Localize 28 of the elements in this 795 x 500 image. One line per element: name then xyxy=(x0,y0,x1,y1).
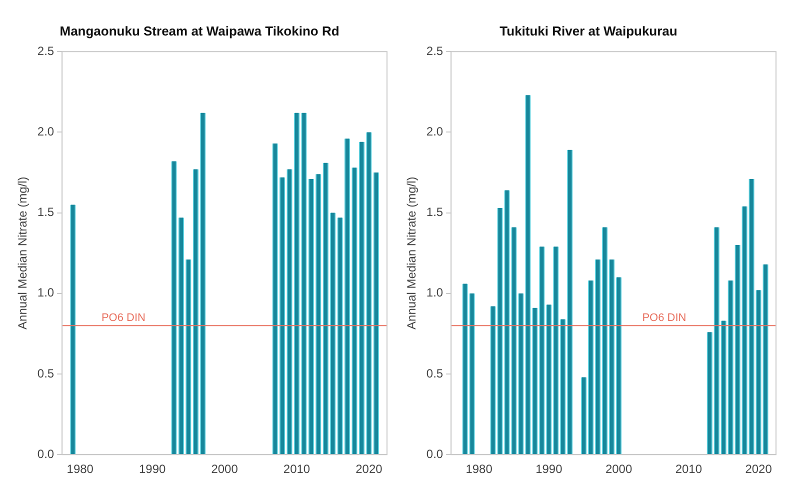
chart-title: Mangaonuku Stream at Waipawa Tikokino Rd xyxy=(60,23,340,38)
y-tick-label: 1.0 xyxy=(37,286,54,300)
y-tick-label: 1.5 xyxy=(37,205,54,220)
x-tick-label: 2010 xyxy=(675,462,702,476)
x-tick-label: 1980 xyxy=(466,462,493,476)
x-tick-label: 2000 xyxy=(605,462,632,476)
y-tick-label: 0.5 xyxy=(37,366,54,380)
x-tick-label: 2000 xyxy=(211,462,238,476)
y-tick-label: 0.0 xyxy=(426,446,444,461)
x-tick-label: 2020 xyxy=(745,462,772,476)
y-axis-title: Annual Median Nitrate (mg/l) xyxy=(404,176,419,330)
y-tick-label: 1.5 xyxy=(426,205,444,220)
x-tick-label: 2020 xyxy=(356,462,383,476)
y-tick-label: 2.5 xyxy=(426,44,444,58)
y-tick-label: 1.0 xyxy=(426,286,444,300)
ref-line-label: PO6 DIN xyxy=(642,312,686,324)
y-tick-label: 0.5 xyxy=(426,366,444,380)
x-tick-label: 1990 xyxy=(536,462,563,476)
y-tick-label: 2.0 xyxy=(426,124,444,139)
x-tick-label: 1990 xyxy=(138,462,166,476)
ref-line-label: PO6 DIN xyxy=(101,312,146,324)
chart-title: Tukituki River at Waipukurau xyxy=(500,23,678,38)
y-tick-label: 2.0 xyxy=(37,124,54,139)
x-tick-label: 2010 xyxy=(283,462,310,476)
y-axis-title: Annual Median Nitrate (mg/l) xyxy=(16,176,30,330)
y-tick-label: 0.0 xyxy=(37,446,54,461)
y-tick-label: 2.5 xyxy=(37,44,54,58)
x-tick-label: 1980 xyxy=(66,462,94,476)
